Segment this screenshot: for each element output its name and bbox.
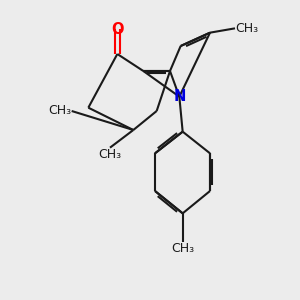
Text: CH₃: CH₃ xyxy=(98,148,122,161)
Text: CH₃: CH₃ xyxy=(235,22,258,35)
Text: N: N xyxy=(173,89,185,104)
Text: CH₃: CH₃ xyxy=(171,242,194,255)
Text: O: O xyxy=(111,22,124,37)
Text: CH₃: CH₃ xyxy=(49,104,72,118)
